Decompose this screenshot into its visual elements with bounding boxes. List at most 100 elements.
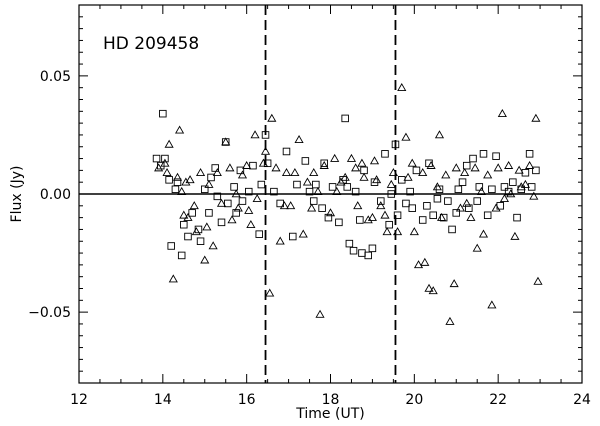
- square-marker: [261, 131, 270, 139]
- square-marker: [492, 152, 500, 160]
- square-marker: [224, 199, 232, 208]
- triangle-marker: [271, 163, 281, 172]
- triangle-marker: [231, 189, 241, 198]
- square-marker: [309, 197, 318, 205]
- triangle-marker: [478, 229, 489, 238]
- triangle-marker: [183, 212, 193, 221]
- square-marker: [289, 232, 297, 241]
- triangle-marker: [307, 203, 317, 212]
- square-marker: [312, 180, 320, 189]
- triangle-marker: [200, 255, 210, 264]
- square-marker: [408, 204, 416, 212]
- square-marker: [358, 249, 366, 257]
- square-marker: [402, 199, 410, 208]
- square-marker: [475, 183, 484, 191]
- square-marker: [418, 216, 427, 224]
- triangle-marker: [252, 194, 262, 203]
- triangle-marker: [275, 236, 285, 245]
- square-marker: [364, 251, 372, 260]
- square-marker: [188, 209, 196, 217]
- y-tick-label: 0.00: [40, 187, 71, 203]
- y-tick-labels: −0.05 0.00 0.05: [28, 69, 71, 321]
- triangle-marker: [491, 203, 501, 212]
- y-tick-label: −0.05: [28, 305, 71, 321]
- square-marker: [318, 204, 326, 212]
- square-marker: [324, 213, 333, 222]
- triangle-marker: [237, 170, 248, 179]
- triangle-marker: [177, 186, 187, 195]
- square-marker: [527, 183, 536, 191]
- triangle-marker: [418, 168, 428, 177]
- triangle-marker: [407, 158, 417, 167]
- triangle-marker: [483, 170, 493, 179]
- square-marker: [393, 211, 402, 220]
- triangle-marker: [367, 212, 377, 221]
- triangle-marker: [216, 198, 227, 207]
- triangle-marker: [279, 201, 289, 210]
- triangle-marker: [233, 203, 243, 212]
- square-marker: [152, 154, 161, 163]
- square-marker: [377, 197, 385, 205]
- square-marker: [165, 176, 173, 184]
- triangle-marker: [392, 227, 403, 236]
- triangle-marker: [357, 158, 367, 167]
- square-marker: [483, 211, 492, 220]
- triangle-marker: [313, 186, 323, 195]
- triangle-marker: [212, 168, 222, 177]
- triangle-marker: [386, 179, 396, 188]
- triangle-marker: [493, 163, 503, 172]
- triangle-marker: [531, 113, 541, 122]
- square-marker: [263, 159, 272, 168]
- square-marker: [257, 180, 266, 189]
- triangle-marker: [351, 163, 361, 172]
- triangle-marker: [185, 175, 195, 184]
- square-marker: [423, 202, 431, 210]
- square-marker: [385, 220, 393, 229]
- square-marker: [249, 161, 257, 170]
- square-marker: [180, 220, 188, 229]
- square-marker: [217, 218, 226, 227]
- triangle-marker: [409, 227, 419, 236]
- square-marker: [305, 187, 314, 196]
- square-marker: [343, 183, 352, 191]
- square-marker: [245, 187, 253, 196]
- square-marker: [500, 183, 509, 191]
- triangle-marker: [202, 222, 212, 231]
- triangle-marker: [432, 182, 442, 191]
- square-marker: [387, 190, 396, 198]
- triangle-marker: [227, 215, 237, 224]
- square-marker: [525, 150, 534, 158]
- square-marker: [320, 159, 328, 168]
- triangle-marker: [497, 108, 507, 117]
- square-marker: [177, 251, 186, 260]
- triangle-marker: [225, 163, 235, 172]
- triangle-marker: [437, 212, 447, 221]
- square-marker: [171, 185, 180, 194]
- triangle-marker: [424, 283, 434, 292]
- square-marker: [351, 187, 360, 196]
- square-marker: [469, 154, 477, 163]
- square-marker: [335, 218, 343, 227]
- triangle-marker: [487, 300, 497, 309]
- triangle-marker: [258, 158, 269, 167]
- triangle-marker: [504, 160, 514, 169]
- square-marker: [238, 197, 247, 205]
- triangle-marker: [340, 172, 350, 181]
- square-marker: [232, 209, 240, 217]
- triangle-marker: [168, 274, 178, 283]
- square-marker: [200, 185, 209, 194]
- x-tick-labels: 12 14 16 18 20 22 24: [70, 392, 591, 408]
- square-marker: [454, 185, 463, 194]
- triangle-marker: [420, 257, 430, 266]
- square-marker: [167, 242, 175, 250]
- square-marker: [398, 176, 406, 184]
- square-marker: [173, 178, 182, 186]
- square-marker: [301, 157, 310, 165]
- triangle-marker: [246, 220, 256, 229]
- triangle-marker: [332, 186, 342, 195]
- x-axis-title: Time (UT): [295, 406, 364, 422]
- square-marker: [448, 225, 456, 234]
- triangle-marker: [451, 163, 461, 172]
- square-marker: [270, 187, 278, 196]
